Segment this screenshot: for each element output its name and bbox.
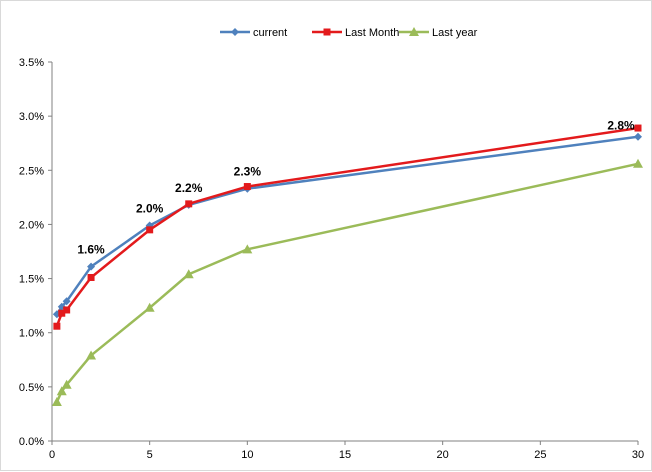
series-1-point — [243, 183, 251, 191]
data-label: 2.2% — [175, 181, 203, 195]
y-tick-label: 1.0% — [19, 328, 44, 340]
series-2-point — [183, 269, 194, 279]
data-label: 1.6% — [77, 243, 105, 257]
x-tick-label: 10 — [241, 449, 253, 461]
series-0-point — [87, 262, 96, 271]
y-tick-label: 3.5% — [19, 57, 44, 69]
x-tick-label: 30 — [632, 449, 644, 461]
series-2-point — [633, 158, 643, 168]
y-tick-label: 2.5% — [19, 165, 44, 177]
series-1-point — [87, 273, 95, 281]
series-2-point — [61, 379, 72, 389]
series-0-point — [634, 132, 642, 141]
series-line-0 — [55, 135, 639, 315]
series-0-point — [62, 297, 71, 306]
x-tick-label: 15 — [339, 449, 351, 461]
legend-label: Last year — [432, 27, 478, 39]
legend-marker-0 — [231, 28, 239, 36]
series-2-point — [86, 350, 97, 360]
series-2-point — [144, 302, 155, 312]
series-1-point — [146, 226, 154, 234]
x-tick-label: 25 — [534, 449, 546, 461]
y-tick-label: 2.0% — [19, 219, 44, 231]
series-2-point — [51, 397, 62, 407]
y-tick-label: 0.0% — [19, 436, 44, 448]
series-1-point — [634, 124, 642, 132]
series-0-point — [57, 302, 66, 311]
series-1-point — [53, 322, 61, 330]
y-tick-label: 3.0% — [19, 111, 44, 123]
data-label: 2.8% — [607, 119, 635, 133]
x-tick-label: 20 — [437, 449, 449, 461]
x-tick-label: 0 — [49, 449, 55, 461]
y-tick-label: 0.5% — [19, 382, 44, 394]
y-tick-label: 1.5% — [19, 274, 44, 286]
series-line-2 — [55, 162, 639, 403]
series-2-point — [242, 244, 253, 254]
legend-label: Last Month — [345, 27, 399, 39]
legend-label: current — [253, 27, 287, 39]
series-2-point — [56, 386, 67, 396]
legend-marker-2 — [409, 27, 419, 36]
x-tick-label: 5 — [147, 449, 153, 461]
legend-marker-1 — [323, 28, 331, 36]
series-1-point — [63, 306, 71, 314]
data-label: 2.0% — [136, 202, 164, 216]
data-label: 2.3% — [234, 165, 262, 179]
series-1-point — [185, 200, 193, 208]
series-1-point — [58, 309, 66, 317]
